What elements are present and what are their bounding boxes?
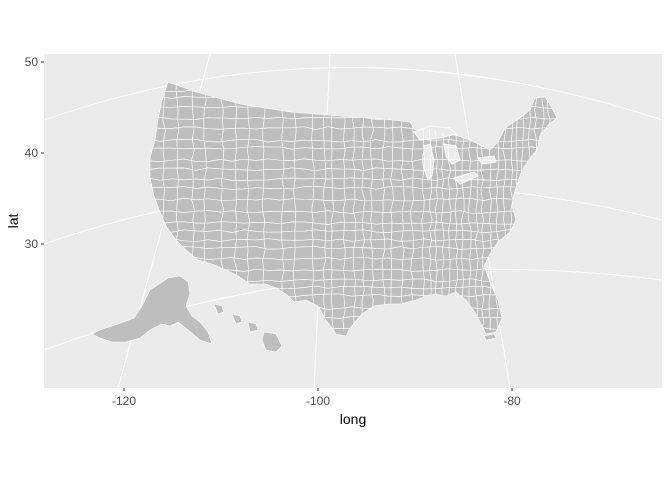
x-axis: -120 -100 -80	[112, 388, 521, 408]
x-tick-label: -80	[503, 394, 521, 408]
alaska-shape	[91, 275, 213, 345]
county-map	[91, 81, 558, 353]
x-tick-label: -100	[306, 394, 330, 408]
axes: 30 40 50 -120 -100 -80 long lat	[5, 55, 521, 427]
lake-huron	[443, 143, 461, 165]
y-tick-label: 30	[25, 237, 39, 251]
y-tick-label: 40	[25, 146, 39, 160]
parallel-line-45	[43, 67, 663, 121]
hawaii-shape	[213, 303, 283, 353]
florida-keys-shape	[483, 333, 497, 341]
x-tick-label: -120	[112, 394, 136, 408]
y-tick-label: 50	[25, 55, 39, 69]
y-axis-title: lat	[5, 214, 21, 229]
x-axis-title: long	[340, 411, 366, 427]
y-axis: 30 40 50	[25, 55, 44, 251]
